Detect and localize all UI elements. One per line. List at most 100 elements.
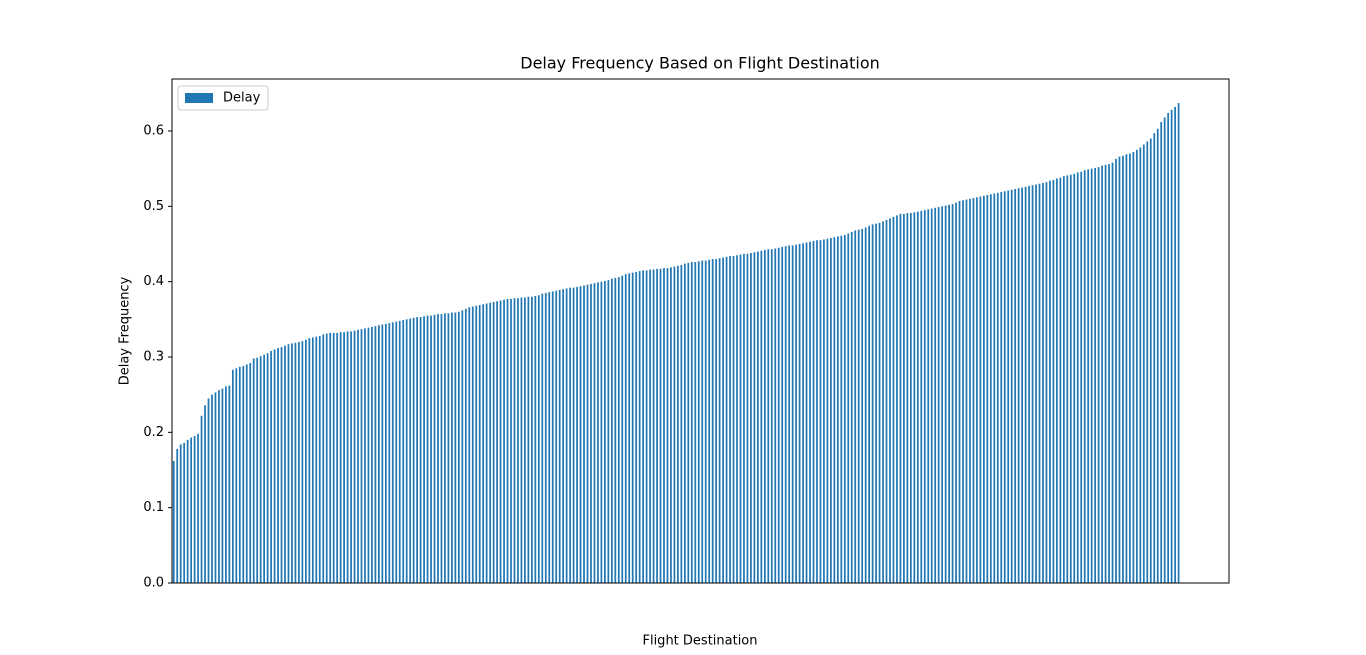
bar — [579, 286, 582, 583]
bar — [1010, 189, 1013, 584]
bar — [298, 341, 300, 583]
bar — [621, 275, 624, 583]
bar — [885, 219, 888, 584]
bar — [784, 246, 787, 583]
bar — [823, 239, 825, 583]
bar — [496, 301, 498, 583]
bar — [489, 302, 492, 583]
bar — [861, 228, 864, 583]
bar — [1042, 182, 1044, 584]
bar — [221, 388, 224, 583]
bar — [628, 273, 631, 583]
bar — [847, 233, 850, 584]
bar — [419, 317, 422, 583]
bar — [534, 295, 537, 583]
bar — [350, 331, 352, 583]
bar — [371, 326, 373, 583]
bar — [889, 218, 891, 583]
bar — [781, 247, 784, 583]
bar — [231, 369, 234, 583]
bar — [965, 199, 968, 583]
bar — [805, 242, 808, 583]
bar — [416, 317, 418, 583]
bar — [1170, 109, 1173, 584]
bar — [172, 460, 175, 583]
bar — [1163, 117, 1166, 584]
bar — [1062, 176, 1065, 584]
bar — [524, 297, 526, 583]
bar — [537, 295, 540, 583]
bar — [266, 353, 269, 583]
bar — [711, 259, 714, 583]
bar — [506, 298, 509, 583]
bar — [207, 398, 210, 583]
bar — [475, 305, 478, 583]
bar — [1000, 192, 1003, 583]
bar — [405, 319, 408, 583]
bar — [871, 224, 874, 583]
bar — [986, 195, 989, 583]
bar — [854, 230, 857, 583]
y-tick-label: 0.5 — [143, 199, 164, 214]
bar — [193, 436, 196, 583]
bar — [593, 283, 596, 583]
bar — [909, 213, 912, 584]
bar — [263, 354, 266, 583]
y-tick-label: 0.4 — [143, 274, 164, 289]
bar — [937, 207, 940, 583]
bar — [1073, 173, 1076, 583]
bar — [830, 237, 832, 583]
bar — [600, 281, 603, 583]
bar — [242, 366, 245, 583]
bar — [1083, 170, 1086, 583]
bar — [457, 311, 460, 583]
bar — [1049, 180, 1051, 583]
bar — [569, 287, 571, 583]
bar — [252, 358, 255, 583]
bar — [962, 200, 964, 583]
bar — [659, 268, 662, 583]
bar — [437, 314, 439, 583]
bar — [471, 306, 474, 583]
bar — [583, 285, 585, 583]
y-tick-label: 0.6 — [143, 123, 164, 138]
bar — [875, 223, 877, 583]
bar — [374, 326, 377, 583]
bar — [951, 204, 954, 583]
bar — [941, 206, 944, 583]
bar — [732, 256, 735, 583]
bar — [218, 390, 220, 583]
bar — [857, 229, 860, 583]
bar — [802, 243, 804, 583]
bar — [204, 405, 206, 583]
bar — [833, 237, 836, 583]
bar — [572, 287, 575, 583]
bar — [934, 207, 937, 583]
y-tick-label: 0.2 — [143, 425, 164, 440]
bar — [1028, 185, 1030, 583]
bar — [1059, 177, 1062, 583]
bar — [840, 235, 843, 583]
bar — [649, 269, 651, 583]
bar — [544, 292, 547, 583]
bar — [551, 291, 554, 583]
bar — [468, 307, 471, 583]
bar — [336, 332, 339, 583]
bar — [291, 343, 293, 583]
bar — [503, 299, 505, 583]
legend-label: Delay — [223, 91, 261, 106]
bar — [673, 266, 676, 583]
bar — [757, 251, 759, 583]
bar — [485, 303, 488, 583]
bar — [1125, 154, 1128, 584]
bar — [878, 222, 881, 583]
bar — [972, 198, 975, 584]
bar — [927, 209, 930, 583]
bar — [364, 328, 366, 583]
bar — [197, 433, 199, 583]
bar — [270, 350, 272, 583]
bar — [923, 210, 926, 583]
bar — [176, 448, 179, 583]
bar — [729, 256, 731, 583]
bar — [836, 236, 839, 583]
